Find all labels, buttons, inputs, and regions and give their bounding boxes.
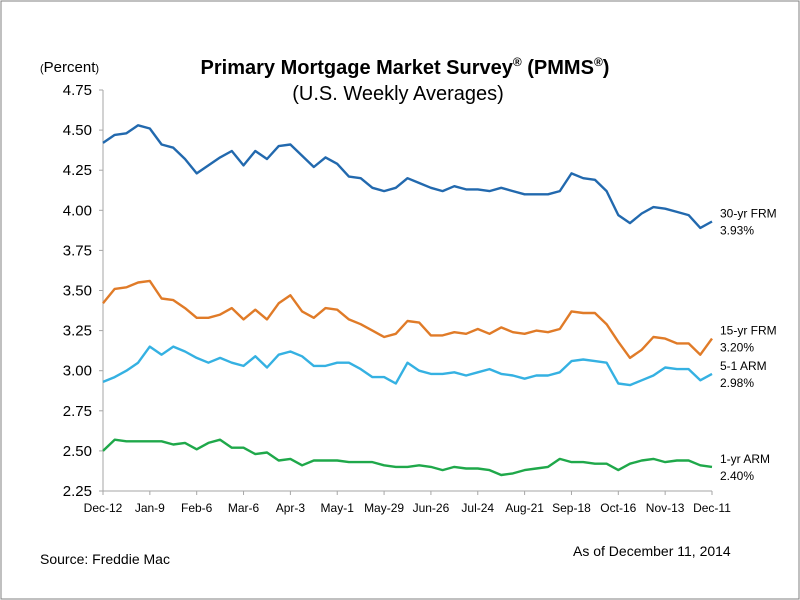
x-tick-label: May-29 [364, 501, 404, 515]
x-tick-label: Jun-26 [413, 501, 450, 515]
y-tick-label: 3.50 [63, 283, 92, 300]
x-tick-label: Aug-21 [505, 501, 544, 515]
x-tick-label: Jul-24 [461, 501, 494, 515]
series-line-30-yr-frm [102, 124, 713, 230]
y-tick-label: 4.00 [63, 202, 92, 219]
x-tick-label: May-1 [321, 501, 355, 515]
axes [102, 90, 712, 492]
y-tick-label: 3.75 [63, 242, 92, 259]
series-last-value-label: 3.20% [720, 341, 754, 355]
series-labels: 30-yr FRM 3.93% 15-yr FRM 3.20% 5-1 ARM 2.98%… [720, 207, 777, 483]
y-tick-labels: 4.75 4.50 4.25 4.00 3.75 3.50 3.25 3.00 2.75 2.50… [63, 82, 103, 500]
series-name-label: 1-yr ARM [720, 452, 770, 466]
series-line-1-yr-arm [102, 438, 713, 477]
x-tick-label: Apr-3 [276, 501, 306, 515]
y-tick-label: 4.50 [63, 122, 92, 139]
series-last-value-label: 3.93% [720, 224, 754, 238]
x-tick-label: Dec-12 [84, 501, 123, 515]
x-tick-label: Jan-9 [135, 501, 165, 515]
y-tick-label: 4.75 [63, 82, 92, 99]
source-note: Source: Freddie Mac [40, 551, 170, 567]
as-of-date: As of December 11, 2014 [573, 543, 731, 559]
x-tick-label: Dec-11 [693, 501, 731, 515]
y-tick-label: 2.25 [63, 483, 92, 500]
chart-subtitle: (U.S. Weekly Averages) [292, 83, 504, 105]
series-lines [102, 124, 713, 477]
y-tick-label: 4.25 [63, 162, 92, 179]
series-line-15-yr-frm [102, 279, 713, 360]
x-tick-labels: Dec-12 Jan-9 Feb-6 Mar-6 Apr-3 May-1 May-29 Jun… [84, 491, 731, 515]
series-name-label: 15-yr FRM [720, 324, 777, 338]
x-tick-label: Oct-16 [600, 501, 636, 515]
x-tick-label: Nov-13 [646, 501, 685, 515]
series-line-5-1-arm [102, 345, 713, 387]
series-name-label: 5-1 ARM [720, 359, 767, 373]
y-tick-label: 3.00 [63, 363, 92, 380]
x-tick-label: Feb-6 [181, 501, 213, 515]
y-axis-unit-label: (Percent) [40, 59, 99, 76]
series-last-value-label: 2.40% [720, 469, 754, 483]
y-tick-label: 3.25 [63, 323, 92, 340]
chart-title: Primary Mortgage Market Survey® (PMMS®) [201, 55, 610, 79]
y-tick-label: 2.75 [63, 403, 92, 420]
x-tick-label: Mar-6 [228, 501, 260, 515]
series-name-label: 30-yr FRM [720, 207, 777, 221]
y-tick-label: 2.50 [63, 443, 92, 460]
x-tick-label: Sep-18 [552, 501, 591, 515]
series-last-value-label: 2.98% [720, 376, 754, 390]
